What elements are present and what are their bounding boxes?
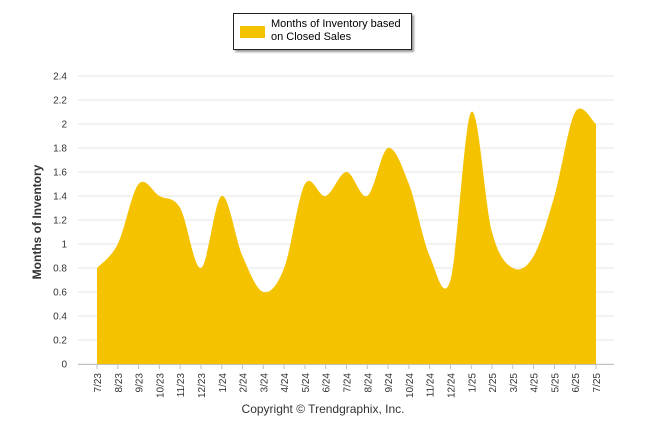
- y-axis-title: Months of Inventory: [30, 164, 44, 279]
- copyright-text: Copyright © Trendgraphix, Inc.: [241, 402, 405, 416]
- x-tick-label: 7/25: [592, 373, 603, 393]
- data-point: [95, 266, 99, 270]
- data-point: [241, 254, 245, 258]
- y-tick-label: 0.2: [53, 336, 67, 347]
- x-tick-label: 4/25: [530, 373, 541, 393]
- data-point: [324, 194, 328, 198]
- y-tick-label: 1.8: [53, 144, 67, 155]
- x-tick-label: 2/25: [488, 373, 499, 393]
- x-tick-label: 12/24: [446, 373, 457, 398]
- x-tick-label: 9/23: [135, 373, 146, 393]
- y-tick-label: 0: [61, 360, 67, 371]
- x-tick-label: 3/24: [259, 373, 270, 393]
- x-tick-label: 8/23: [114, 373, 125, 393]
- data-point: [532, 254, 536, 258]
- y-tick-label: 2: [61, 120, 67, 131]
- legend-label: Months of Inventory based on Closed Sale…: [271, 18, 401, 43]
- data-point: [511, 266, 515, 270]
- data-point: [178, 206, 182, 210]
- data-point: [594, 122, 598, 126]
- y-tick-label: 1.4: [53, 192, 67, 203]
- data-point: [282, 266, 286, 270]
- data-point: [469, 110, 473, 114]
- data-point: [490, 230, 494, 234]
- data-point: [220, 194, 224, 198]
- chart-legend: Months of Inventory based on Closed Sale…: [233, 13, 412, 50]
- data-point: [448, 278, 452, 282]
- y-tick-label: 0.4: [53, 312, 67, 323]
- data-point: [345, 170, 349, 174]
- data-point: [303, 182, 307, 186]
- y-tick-label: 1.2: [53, 216, 67, 227]
- x-tick-label: 5/24: [301, 373, 312, 393]
- x-tick-label: 4/24: [280, 373, 291, 393]
- x-tick-label: 3/25: [509, 373, 520, 393]
- data-point: [137, 182, 141, 186]
- y-tick-label: 2.4: [53, 72, 67, 83]
- x-tick-label: 9/24: [384, 373, 395, 393]
- y-tick-label: 1: [61, 240, 67, 251]
- y-tick-label: 0.8: [53, 264, 67, 275]
- data-point: [407, 182, 411, 186]
- data-point: [365, 194, 369, 198]
- y-tick-label: 1.6: [53, 168, 67, 179]
- x-tick-label: 12/23: [197, 373, 208, 398]
- x-tick-label: 7/23: [93, 373, 104, 393]
- data-point: [261, 290, 265, 294]
- x-tick-label: 6/24: [322, 373, 333, 393]
- x-tick-label: 8/24: [363, 373, 374, 393]
- x-tick-label: 10/24: [405, 373, 416, 398]
- x-tick-label: 6/25: [571, 373, 582, 393]
- legend-swatch: [240, 26, 265, 38]
- x-tick-label: 11/24: [426, 373, 437, 398]
- data-point: [552, 194, 556, 198]
- x-tick-label: 5/25: [550, 373, 561, 393]
- x-tick-label: 1/24: [218, 373, 229, 393]
- x-tick-label: 7/24: [343, 373, 354, 393]
- data-point: [428, 254, 432, 258]
- area-series: [97, 108, 596, 364]
- x-tick-label: 1/25: [467, 373, 478, 393]
- data-point: [386, 146, 390, 150]
- data-point: [116, 242, 120, 246]
- data-point: [157, 194, 161, 198]
- x-tick-label: 11/23: [176, 373, 187, 398]
- data-point: [199, 266, 203, 270]
- x-tick-label: 2/24: [239, 373, 250, 393]
- y-tick-label: 2.2: [53, 96, 67, 107]
- data-point: [573, 110, 577, 114]
- x-tick-label: 10/23: [155, 373, 166, 398]
- y-tick-label: 0.6: [53, 288, 67, 299]
